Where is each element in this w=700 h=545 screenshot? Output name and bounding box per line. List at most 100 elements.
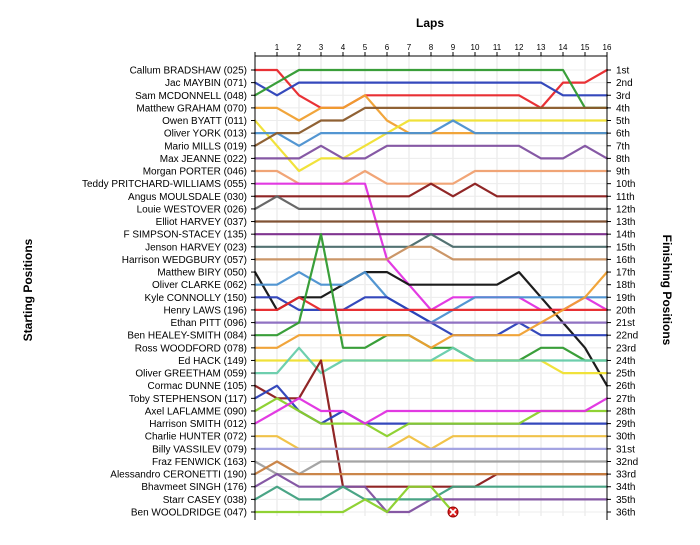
starting-position-label: Ed HACK (149) xyxy=(178,356,247,367)
series-line xyxy=(253,346,609,375)
starting-position-label: Jac MAYBIN (071) xyxy=(165,78,247,89)
lap-tick-label: 13 xyxy=(537,43,546,52)
series-line xyxy=(253,460,609,476)
finishing-position-label: 1st xyxy=(616,66,630,77)
starting-position-label: Teddy PRITCHARD-WILLIAMS (055) xyxy=(82,179,247,190)
lap-tick-label: 15 xyxy=(581,43,590,52)
series-line xyxy=(253,119,609,173)
finishing-position-label: 23rd xyxy=(616,343,636,354)
finishing-position-label: 14th xyxy=(616,230,635,241)
lap-tick-label: 6 xyxy=(385,43,390,52)
series-line xyxy=(253,68,609,110)
starting-position-label: Ben HEALEY-SMITH (084) xyxy=(127,331,247,342)
series-line xyxy=(253,233,609,248)
starting-position-label: Cormac DUNNE (105) xyxy=(148,381,247,392)
starting-position-label: Axel LAFLAMME (090) xyxy=(145,406,247,417)
starting-position-label: Mario MILLS (019) xyxy=(164,141,247,152)
lap-tick-label: 16 xyxy=(603,43,612,52)
starting-position-label: Henry LAWS (196) xyxy=(163,305,247,316)
finishing-position-label: 22nd xyxy=(616,331,638,342)
finishing-position-label: 10th xyxy=(616,179,635,190)
starting-position-label: Starr CASEY (038) xyxy=(163,495,247,506)
finishing-position-label: 16th xyxy=(616,255,635,266)
right-axis-title: Finishing Positions xyxy=(660,235,674,346)
finishing-position-label: 8th xyxy=(616,154,630,165)
left-axis-title: Starting Positions xyxy=(21,238,35,341)
starting-position-label: Charlie HUNTER (072) xyxy=(145,432,247,443)
finishing-position-label: 18th xyxy=(616,280,635,291)
lap-tick-label: 11 xyxy=(493,43,502,52)
retirement-marker xyxy=(447,506,459,518)
starting-position-label: Oliver YORK (013) xyxy=(164,129,247,140)
x-axis-title: Laps xyxy=(416,16,444,30)
finishing-position-label: 27th xyxy=(616,394,635,405)
series-line xyxy=(253,485,455,514)
series-lines xyxy=(253,68,609,518)
lap-tick-label: 1 xyxy=(275,43,280,52)
lap-tick-label: 10 xyxy=(471,43,480,52)
finishing-position-label: 3rd xyxy=(616,91,630,102)
finishing-position-label: 35th xyxy=(616,495,635,506)
retirement-marker-cross xyxy=(449,508,457,516)
finishing-position-label: 36th xyxy=(616,508,635,519)
series-line xyxy=(253,296,609,311)
finishing-position-label: 28th xyxy=(616,406,635,417)
finishing-position-label: 21st xyxy=(616,318,635,329)
starting-position-label: Morgan PORTER (046) xyxy=(143,167,247,178)
finishing-position-label: 24th xyxy=(616,356,635,367)
starting-position-label: Matthew GRAHAM (070) xyxy=(136,103,247,114)
finishing-position-label: 4th xyxy=(616,103,630,114)
series-line xyxy=(253,485,609,501)
lap-tick-label: 12 xyxy=(515,43,524,52)
lap-tick-label: 2 xyxy=(297,43,302,52)
finishing-position-label: 26th xyxy=(616,381,635,392)
starting-position-label: Fraz FENWICK (163) xyxy=(152,457,247,468)
finishing-position-label: 20th xyxy=(616,305,635,316)
starting-position-label: F SIMPSON-STACEY (135) xyxy=(123,230,247,241)
finishing-position-label: 15th xyxy=(616,242,635,253)
finishing-position-label: 17th xyxy=(616,268,635,279)
series-line xyxy=(253,271,609,349)
finishing-position-label: 19th xyxy=(616,293,635,304)
series-line xyxy=(253,106,609,147)
starting-position-label: Harrison WEDGBURY (057) xyxy=(122,255,247,266)
series-line xyxy=(253,144,609,160)
series-line xyxy=(253,271,609,387)
finishing-position-label: 29th xyxy=(616,419,635,430)
lap-tick-label: 7 xyxy=(407,43,412,52)
lap-tick-label: 8 xyxy=(429,43,434,52)
starting-position-label: Max JEANNE (022) xyxy=(160,154,247,165)
starting-position-label: Oliver GREETHAM (059) xyxy=(135,369,247,380)
finishing-position-label: 5th xyxy=(616,116,630,127)
starting-position-label: Sam MCDONNELL (048) xyxy=(135,91,247,102)
series-line xyxy=(253,119,609,147)
finishing-position-label: 9th xyxy=(616,167,630,178)
starting-position-label: Elliot HARVEY (037) xyxy=(156,217,247,228)
starting-position-label: Matthew BIRY (050) xyxy=(157,268,247,279)
finishing-position-label: 32nd xyxy=(616,457,638,468)
finishing-position-label: 30th xyxy=(616,432,635,443)
series-line xyxy=(253,182,609,198)
starting-position-label: Harrison SMITH (012) xyxy=(149,419,247,430)
finishing-position-label: 12th xyxy=(616,204,635,215)
series-line xyxy=(253,397,609,425)
starting-position-label: Angus MOULSDALE (030) xyxy=(128,192,247,203)
finishing-position-label: 7th xyxy=(616,141,630,152)
lap-tick-label: 14 xyxy=(559,43,568,52)
starting-position-label: Alessandro CERONETTI (190) xyxy=(110,470,247,481)
starting-position-label: Billy VASSILEV (079) xyxy=(152,444,247,455)
starting-position-label: Jenson HARVEY (023) xyxy=(145,242,247,253)
finishing-position-label: 6th xyxy=(616,129,630,140)
starting-position-label: Callum BRADSHAW (025) xyxy=(130,66,247,77)
starting-position-label: Owen BYATT (011) xyxy=(162,116,247,127)
starting-position-label: Ben WOOLDRIDGE (047) xyxy=(131,508,247,519)
starting-position-label: Ethan PITT (096) xyxy=(170,318,247,329)
starting-position-label: Louie WESTOVER (026) xyxy=(137,204,247,215)
finishing-position-label: 31st xyxy=(616,444,635,455)
lap-tick-label: 9 xyxy=(451,43,456,52)
finishing-position-label: 34th xyxy=(616,482,635,493)
finishing-position-label: 13th xyxy=(616,217,635,228)
